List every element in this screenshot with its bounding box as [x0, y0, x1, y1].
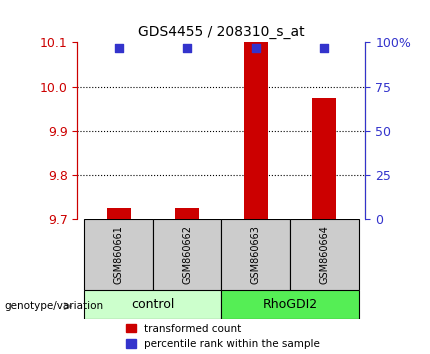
Bar	[107, 209, 131, 219]
Text: GSM860661: GSM860661	[114, 225, 123, 284]
Bar	[84, 290, 221, 319]
Text: GSM860664: GSM860664	[319, 225, 329, 284]
Point	[184, 45, 190, 51]
Bar	[153, 219, 221, 290]
Bar	[312, 98, 336, 219]
Bar	[221, 219, 290, 290]
Point	[115, 45, 122, 51]
Text: control: control	[131, 298, 175, 311]
Point	[252, 45, 259, 51]
Legend: transformed count, percentile rank within the sample: transformed count, percentile rank withi…	[126, 324, 320, 349]
Point	[321, 45, 328, 51]
Text: GSM860662: GSM860662	[182, 225, 192, 284]
Bar	[175, 208, 199, 219]
Bar	[290, 219, 359, 290]
Bar	[84, 219, 153, 290]
Bar	[244, 42, 268, 219]
Text: genotype/variation: genotype/variation	[4, 301, 104, 311]
Text: GSM860663: GSM860663	[251, 225, 261, 284]
Text: RhoGDI2: RhoGDI2	[262, 298, 318, 311]
Bar	[221, 290, 359, 319]
Title: GDS4455 / 208310_s_at: GDS4455 / 208310_s_at	[138, 25, 305, 39]
